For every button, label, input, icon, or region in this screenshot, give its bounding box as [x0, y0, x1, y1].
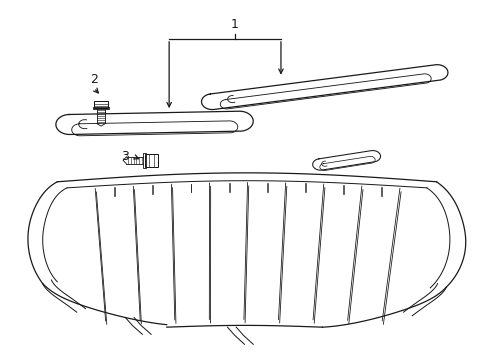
Text: 3: 3 [121, 150, 129, 163]
Text: 1: 1 [230, 18, 238, 31]
Text: 2: 2 [90, 73, 98, 86]
